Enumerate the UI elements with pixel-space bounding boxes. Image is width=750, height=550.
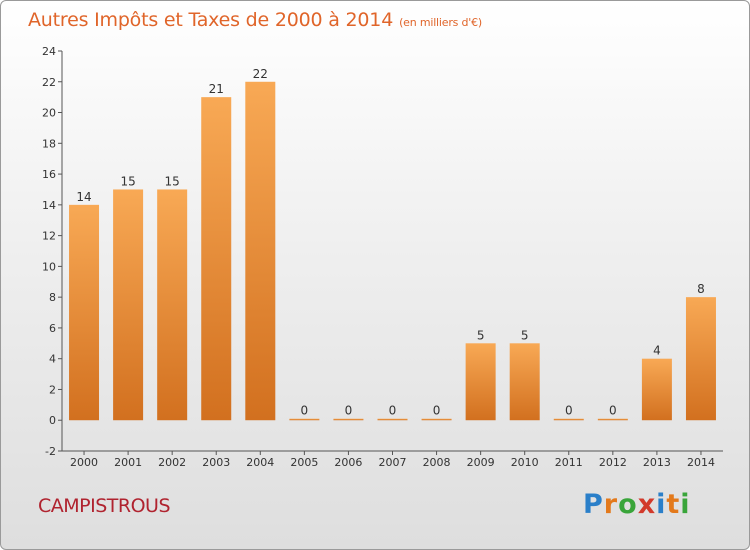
logo-letter: r bbox=[603, 489, 619, 520]
x-tick-label: 2014 bbox=[687, 456, 715, 469]
y-tick-label: 20 bbox=[42, 107, 56, 120]
bar bbox=[201, 97, 232, 421]
y-tick-label: 2 bbox=[49, 383, 56, 396]
bar-value-label: 4 bbox=[653, 344, 661, 358]
bar-value-label: 5 bbox=[477, 328, 485, 342]
y-tick-label: 4 bbox=[49, 353, 56, 366]
bar-value-label: 22 bbox=[253, 67, 268, 81]
logo-letter: o bbox=[618, 489, 638, 520]
x-tick-label: 2001 bbox=[114, 456, 142, 469]
logo-letter: P bbox=[583, 489, 604, 520]
bar-value-label: 0 bbox=[389, 404, 397, 418]
bar-value-label: 0 bbox=[433, 404, 441, 418]
y-tick-label: 18 bbox=[42, 137, 56, 150]
bar bbox=[597, 418, 628, 421]
x-tick-label: 2004 bbox=[246, 456, 274, 469]
bar-value-label: 5 bbox=[521, 328, 529, 342]
bar-value-label: 0 bbox=[345, 404, 353, 418]
logo-letter: x bbox=[637, 489, 657, 520]
logo-letter: i bbox=[680, 489, 691, 520]
bar bbox=[157, 189, 188, 421]
x-tick-label: 2009 bbox=[467, 456, 495, 469]
y-tick-label: 10 bbox=[42, 260, 56, 273]
bar bbox=[113, 189, 144, 421]
bar bbox=[421, 418, 452, 421]
bar-value-label: 0 bbox=[609, 404, 617, 418]
x-tick-label: 2002 bbox=[158, 456, 186, 469]
x-tick-label: 2000 bbox=[70, 456, 98, 469]
bar bbox=[509, 343, 540, 421]
x-tick-label: 2010 bbox=[511, 456, 539, 469]
bar bbox=[245, 81, 276, 421]
logo-letter: i bbox=[656, 489, 667, 520]
x-tick-label: 2006 bbox=[334, 456, 362, 469]
x-tick-label: 2012 bbox=[599, 456, 627, 469]
y-tick-label: 24 bbox=[42, 45, 56, 58]
bar bbox=[553, 418, 584, 421]
y-tick-label: -2 bbox=[45, 445, 56, 458]
x-tick-label: 2005 bbox=[290, 456, 318, 469]
x-tick-label: 2007 bbox=[379, 456, 407, 469]
chart-unit: (en milliers d'€) bbox=[399, 16, 482, 29]
bar-value-label: 0 bbox=[301, 404, 309, 418]
bar bbox=[333, 418, 364, 421]
bar bbox=[69, 204, 100, 421]
y-tick-label: 14 bbox=[42, 199, 56, 212]
chart-title: Autres Impôts et Taxes de 2000 à 2014 (en… bbox=[28, 9, 482, 37]
bar bbox=[289, 418, 320, 421]
y-tick-label: 0 bbox=[49, 414, 56, 427]
chart-title-text: Autres Impôts et Taxes de 2000 à 2014 bbox=[28, 9, 394, 31]
bar-value-label: 0 bbox=[565, 404, 573, 418]
bar bbox=[377, 418, 408, 421]
y-tick-label: 6 bbox=[49, 322, 56, 335]
place-name: CAMPISTROUS bbox=[38, 495, 171, 517]
y-tick-label: 22 bbox=[42, 76, 56, 89]
bar-value-label: 15 bbox=[120, 174, 135, 188]
logo-letter: t bbox=[666, 489, 681, 520]
bar-value-label: 15 bbox=[165, 174, 180, 188]
x-tick-label: 2008 bbox=[423, 456, 451, 469]
x-tick-label: 2011 bbox=[555, 456, 583, 469]
bar-value-label: 21 bbox=[209, 82, 224, 96]
y-tick-label: 12 bbox=[42, 230, 56, 243]
y-tick-label: 16 bbox=[42, 168, 56, 181]
bar bbox=[641, 358, 672, 421]
y-tick-label: 8 bbox=[49, 291, 56, 304]
x-tick-label: 2003 bbox=[202, 456, 230, 469]
x-tick-label: 2013 bbox=[643, 456, 671, 469]
bar bbox=[685, 297, 716, 421]
bar bbox=[465, 343, 496, 421]
bar-value-label: 8 bbox=[697, 282, 705, 296]
bar-value-label: 14 bbox=[76, 190, 91, 204]
proxiti-logo: Proxiti bbox=[583, 489, 691, 520]
